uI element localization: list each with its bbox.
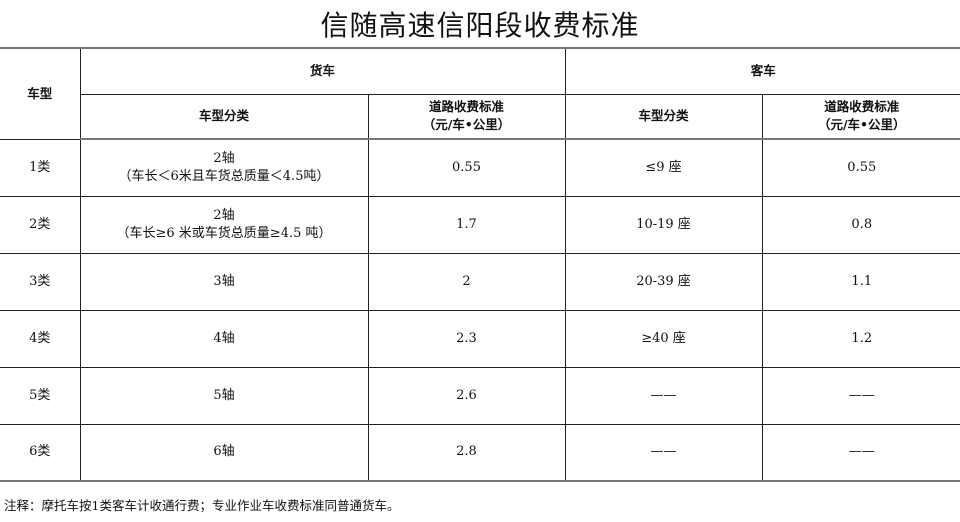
cell-truck-rate: 2 <box>367 252 566 311</box>
cell-type-text: 2类 <box>29 216 51 232</box>
table-row: 3类 3轴 2 20-39 座 1.1 <box>0 252 960 311</box>
cell-bus-rate-text: 0.8 <box>851 216 873 232</box>
cell-bus-class: 20-39 座 <box>564 252 763 311</box>
table-row: 6类 6轴 2.8 —— —— <box>0 423 960 482</box>
cell-bus-class-text: 10-19 座 <box>636 216 691 232</box>
cell-type-text: 1类 <box>29 159 51 175</box>
rate-label: 道路收费标准 <box>429 99 505 115</box>
cell-truck-class: 2轴 （车长≥6 米或车货总质量≥4.5 吨） <box>79 195 369 254</box>
footnote: 注释：摩托车按1类客车计收通行费；专业作业车收费标准同普通货车。 <box>4 498 400 513</box>
cell-bus-class-text: —— <box>650 444 677 460</box>
cell-bus-class: ≤9 座 <box>564 138 763 197</box>
cell-bus-rate: —— <box>761 423 960 482</box>
cell-type-text: 3类 <box>29 273 51 289</box>
cell-truck-class: 2轴 （车长＜6米且车货总质量＜4.5吨） <box>79 138 369 197</box>
cell-type-text: 6类 <box>29 444 51 460</box>
cell-truck-class-text: 2轴 <box>213 150 235 166</box>
header-bus-class: 车型分类 <box>564 93 763 140</box>
cell-type: 5类 <box>0 366 81 425</box>
table-row: 5类 5轴 2.6 —— —— <box>0 366 960 425</box>
cell-bus-rate-text: 1.2 <box>851 330 873 346</box>
header-bus-rate: 道路收费标准 （元/车•公里） <box>761 93 960 140</box>
rate-label: 道路收费标准 <box>824 99 900 115</box>
truck-class-note: （车长≥6 米或车货总质量≥4.5 吨） <box>116 225 332 241</box>
cell-bus-class: —— <box>564 366 763 425</box>
cell-bus-class-text: 20-39 座 <box>636 273 691 289</box>
cell-type-text: 5类 <box>29 387 51 403</box>
cell-truck-class-text: 5轴 <box>213 387 235 403</box>
cell-bus-class-text: —— <box>650 387 677 403</box>
cell-bus-class-text: ≤9 座 <box>645 159 682 175</box>
cell-truck-rate-text: 0.55 <box>452 159 481 175</box>
cell-truck-rate: 1.7 <box>367 195 566 254</box>
cell-truck-class: 5轴 <box>79 366 369 425</box>
cell-bus-rate: 1.2 <box>761 309 960 368</box>
cell-bus-rate: 1.1 <box>761 252 960 311</box>
cell-truck-class-text: 2轴 <box>213 207 235 223</box>
header-bus: 客车 <box>564 47 960 95</box>
cell-truck-rate-text: 2.3 <box>456 330 477 346</box>
cell-bus-rate-text: —— <box>848 444 875 460</box>
cell-truck-class-text: 4轴 <box>213 330 235 346</box>
cell-bus-rate-text: 1.1 <box>851 273 873 289</box>
cell-bus-class-text: ≥40 座 <box>641 330 686 346</box>
cell-type: 1类 <box>0 138 81 197</box>
cell-type: 2类 <box>0 195 81 254</box>
cell-type: 4类 <box>0 309 81 368</box>
cell-truck-rate-text: 2 <box>462 273 471 289</box>
cell-bus-rate: 0.55 <box>761 138 960 197</box>
cell-truck-rate-text: 2.6 <box>456 387 477 403</box>
cell-truck-class-text: 3轴 <box>213 273 235 289</box>
cell-truck-rate: 2.3 <box>367 309 566 368</box>
truck-class-note: （车长＜6米且车货总质量＜4.5吨） <box>118 168 330 184</box>
cell-bus-rate-text: 0.55 <box>847 159 877 175</box>
cell-truck-rate: 2.6 <box>367 366 566 425</box>
cell-bus-rate-text: —— <box>848 387 875 403</box>
header-vehicle-type: 车型 <box>0 47 81 140</box>
cell-type: 6类 <box>0 423 81 482</box>
cell-type-text: 4类 <box>29 330 51 346</box>
cell-bus-class: ≥40 座 <box>564 309 763 368</box>
table-row: 1类 2轴 （车长＜6米且车货总质量＜4.5吨） 0.55 ≤9 座 0.55 <box>0 138 960 197</box>
cell-truck-class: 3轴 <box>79 252 369 311</box>
rate-unit: （元/车•公里） <box>817 117 906 133</box>
cell-truck-class: 4轴 <box>79 309 369 368</box>
cell-truck-rate-text: 1.7 <box>456 216 477 232</box>
cell-bus-class: 10-19 座 <box>564 195 763 254</box>
cell-truck-rate: 2.8 <box>367 423 566 482</box>
page-title: 信随高速信阳段收费标准 <box>320 9 640 42</box>
table-row: 2类 2轴 （车长≥6 米或车货总质量≥4.5 吨） 1.7 10-19 座 0.8 <box>0 195 960 254</box>
header-truck: 货车 <box>79 47 566 95</box>
cell-truck-rate: 0.55 <box>367 138 566 197</box>
cell-type: 3类 <box>0 252 81 311</box>
header-truck-rate: 道路收费标准 （元/车•公里） <box>367 93 566 140</box>
table-row: 4类 4轴 2.3 ≥40 座 1.2 <box>0 309 960 368</box>
cell-truck-rate-text: 2.8 <box>456 444 477 460</box>
cell-truck-class: 6轴 <box>79 423 369 482</box>
rate-unit: （元/车•公里） <box>422 117 511 133</box>
toll-table: 车型 货车 客车 车型分类 道路收费标准 （元/车•公里） 车型分类 道路收费标准… <box>0 47 960 482</box>
header-truck-class: 车型分类 <box>80 93 369 140</box>
cell-bus-class: —— <box>564 423 763 482</box>
cell-truck-class-text: 6轴 <box>213 444 235 460</box>
cell-bus-rate: 0.8 <box>761 195 960 254</box>
cell-bus-rate: —— <box>761 366 960 425</box>
